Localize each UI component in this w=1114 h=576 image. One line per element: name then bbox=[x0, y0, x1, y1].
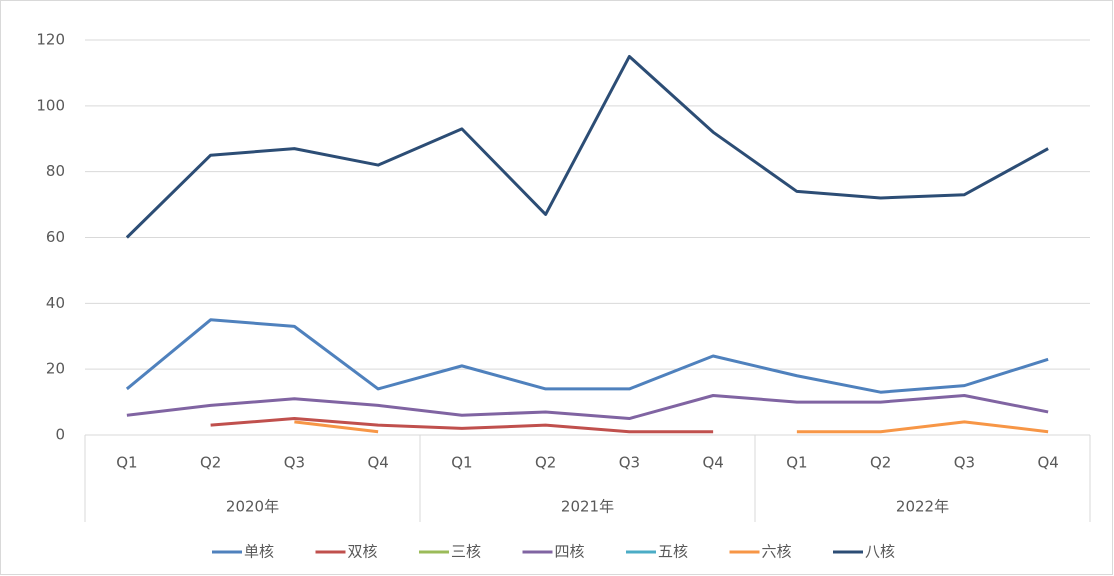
legend-label: 三核 bbox=[451, 543, 481, 561]
series-line bbox=[210, 417, 714, 434]
y-tick-label: 120 bbox=[36, 31, 65, 49]
x-tick-label: Q1 bbox=[451, 454, 472, 472]
series-line bbox=[126, 394, 1049, 421]
x-tick-label: Q3 bbox=[954, 454, 975, 472]
x-tick-label: Q2 bbox=[535, 454, 556, 472]
y-tick-label: 60 bbox=[46, 228, 65, 246]
x-tick-label: Q3 bbox=[619, 454, 640, 472]
legend-label: 四核 bbox=[555, 543, 585, 561]
legend-label: 五核 bbox=[658, 543, 688, 561]
x-tick-label: Q2 bbox=[200, 454, 221, 472]
x-tick-label: Q4 bbox=[1037, 454, 1058, 472]
x-tick-label: Q1 bbox=[116, 454, 137, 472]
x-group-label: 2022年 bbox=[896, 498, 949, 516]
series-line bbox=[294, 420, 1049, 434]
legend-label: 单核 bbox=[244, 543, 274, 561]
y-tick-label: 0 bbox=[55, 426, 65, 444]
x-group-label: 2021年 bbox=[561, 498, 614, 516]
legend-label: 双核 bbox=[348, 543, 378, 561]
legend-label: 八核 bbox=[865, 543, 895, 561]
series-line bbox=[125, 318, 1049, 394]
series-line bbox=[125, 54, 1049, 239]
x-tick-label: Q1 bbox=[786, 454, 807, 472]
y-tick-label: 40 bbox=[46, 294, 65, 312]
legend-label: 六核 bbox=[762, 543, 792, 561]
y-tick-label: 100 bbox=[36, 96, 65, 114]
y-tick-label: 20 bbox=[46, 360, 65, 378]
x-group-label: 2020年 bbox=[226, 498, 279, 516]
x-tick-label: Q4 bbox=[367, 454, 388, 472]
x-tick-label: Q2 bbox=[870, 454, 891, 472]
x-tick-label: Q4 bbox=[702, 454, 723, 472]
x-tick-label: Q3 bbox=[284, 454, 305, 472]
y-tick-label: 80 bbox=[46, 162, 65, 180]
